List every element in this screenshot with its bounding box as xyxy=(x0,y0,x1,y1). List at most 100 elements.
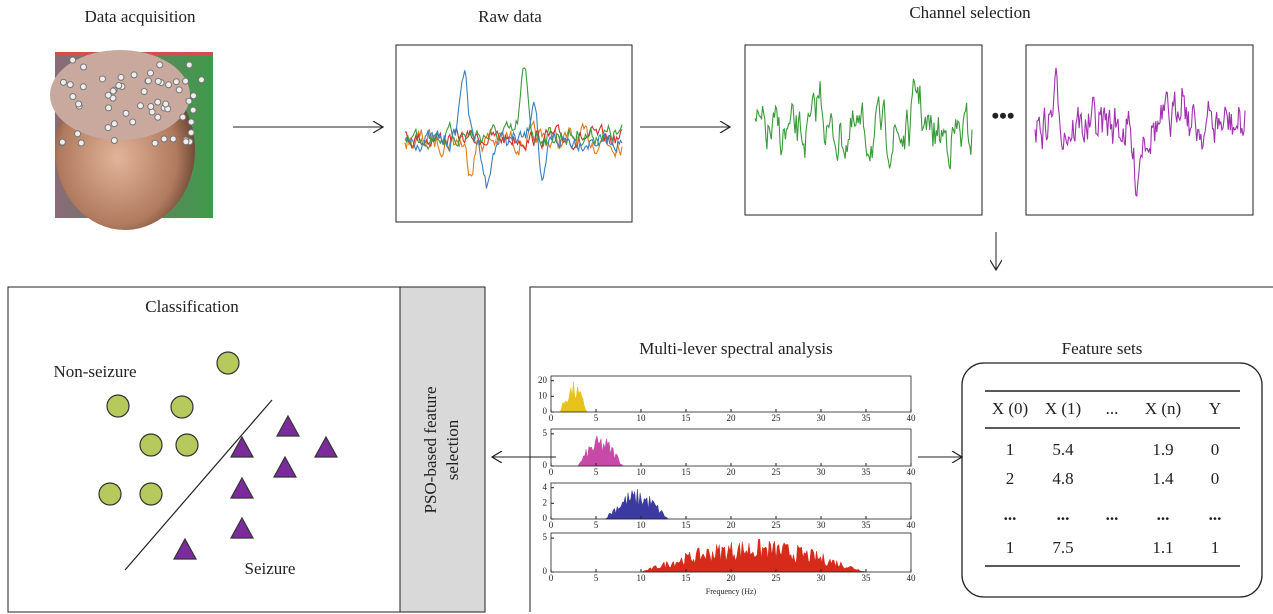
electrode xyxy=(185,61,193,69)
decision-line xyxy=(124,399,273,571)
cell: ... xyxy=(1004,505,1017,524)
x-tick-label: 10 xyxy=(637,573,647,583)
table-box xyxy=(961,362,1263,598)
y-tick-label: 20 xyxy=(538,375,548,385)
y-tick-label: 0 xyxy=(543,406,548,416)
cell: 2 xyxy=(1006,469,1015,488)
pso-label: PSO-based feature selection xyxy=(421,387,462,514)
plot-frame xyxy=(550,482,912,520)
x-tick-label: 10 xyxy=(637,520,647,530)
seizure-point xyxy=(313,435,339,458)
column-header: ... xyxy=(1106,399,1119,418)
non-seizure-point xyxy=(216,351,240,375)
x-tick-label: 25 xyxy=(772,413,782,423)
x-tick-label: 30 xyxy=(817,467,827,477)
electrode xyxy=(130,71,138,79)
seizure-point xyxy=(172,537,198,560)
x-tick-label: 35 xyxy=(862,413,872,423)
y-tick-label: 2 xyxy=(543,497,548,507)
class-label: Seizure xyxy=(245,559,296,578)
electrode xyxy=(147,69,155,77)
seizure-point xyxy=(275,414,301,437)
electrode xyxy=(156,61,164,69)
signal xyxy=(404,67,623,151)
cell: 0 xyxy=(1211,469,1220,488)
electrode xyxy=(104,124,112,132)
electrode xyxy=(190,92,198,100)
cell: ... xyxy=(1106,505,1119,524)
electrode xyxy=(109,87,117,95)
electrode xyxy=(151,139,159,147)
electrode xyxy=(66,81,74,89)
y-tick-label: 5 xyxy=(543,532,548,542)
electrode xyxy=(162,100,170,108)
cell: 1.4 xyxy=(1152,469,1174,488)
y-tick-label: 4 xyxy=(543,482,548,492)
channel-panel xyxy=(744,44,983,216)
x-tick-label: 10 xyxy=(637,467,647,477)
y-tick-label: 0 xyxy=(543,513,548,523)
electrode xyxy=(187,129,195,137)
x-tick-label: 25 xyxy=(772,467,782,477)
x-tick-label: 25 xyxy=(772,573,782,583)
seizure-point xyxy=(229,516,255,539)
spectrum xyxy=(604,488,669,520)
box-title: Feature sets xyxy=(1062,339,1143,358)
electrode xyxy=(129,118,137,126)
cell: 1 xyxy=(1006,538,1015,557)
electrode xyxy=(189,106,197,114)
electrode xyxy=(179,113,187,121)
non-seizure-point xyxy=(106,394,130,418)
electrode xyxy=(154,98,162,106)
cell: 1 xyxy=(1006,440,1015,459)
cell: ... xyxy=(1157,505,1170,524)
x-tick-label: 35 xyxy=(862,467,872,477)
electrode xyxy=(110,136,118,144)
cell: 0 xyxy=(1211,440,1220,459)
electrode xyxy=(144,77,152,85)
electrode xyxy=(147,102,155,110)
x-tick-label: 0 xyxy=(549,467,554,477)
electrode xyxy=(80,63,88,71)
box-title: Multi-lever spectral analysis xyxy=(639,339,833,358)
electrode xyxy=(59,78,67,86)
cell: 4.8 xyxy=(1052,469,1073,488)
electrode xyxy=(154,113,162,121)
electrode xyxy=(58,138,66,146)
electrode xyxy=(117,73,125,81)
electrode xyxy=(185,97,193,105)
x-tick-label: 35 xyxy=(862,573,872,583)
column-header: X (n) xyxy=(1145,399,1181,418)
step-label: Raw data xyxy=(478,7,542,26)
step-label: Data acquisition xyxy=(85,7,196,26)
raw-panel xyxy=(395,44,633,223)
x-tick-label: 15 xyxy=(682,467,692,477)
electrode xyxy=(122,109,130,117)
electrode xyxy=(169,135,177,143)
electrode xyxy=(104,91,112,99)
x-tick-label: 20 xyxy=(727,467,737,477)
non-seizure-point xyxy=(139,482,163,506)
electrode xyxy=(140,88,148,96)
seizure-point xyxy=(272,455,298,478)
electrode xyxy=(69,93,77,101)
electrode xyxy=(172,78,180,86)
signal xyxy=(404,119,623,177)
x-tick-label: 40 xyxy=(907,573,917,583)
x-tick-label: 10 xyxy=(637,413,647,423)
x-axis-label: Frequency (Hz) xyxy=(706,587,757,596)
y-tick-label: 0 xyxy=(543,566,548,576)
x-tick-label: 15 xyxy=(682,573,692,583)
column-header: X (1) xyxy=(1045,399,1081,418)
feature-box xyxy=(529,286,1273,612)
y-tick-label: 0 xyxy=(543,460,548,470)
electrode xyxy=(187,118,195,126)
electrode xyxy=(110,120,118,128)
electrode xyxy=(175,86,183,94)
electrode xyxy=(154,77,162,85)
classification-box xyxy=(7,286,401,613)
cell: ... xyxy=(1057,505,1070,524)
spectrum xyxy=(640,538,867,573)
x-tick-label: 0 xyxy=(549,520,554,530)
seizure-point xyxy=(229,435,255,458)
